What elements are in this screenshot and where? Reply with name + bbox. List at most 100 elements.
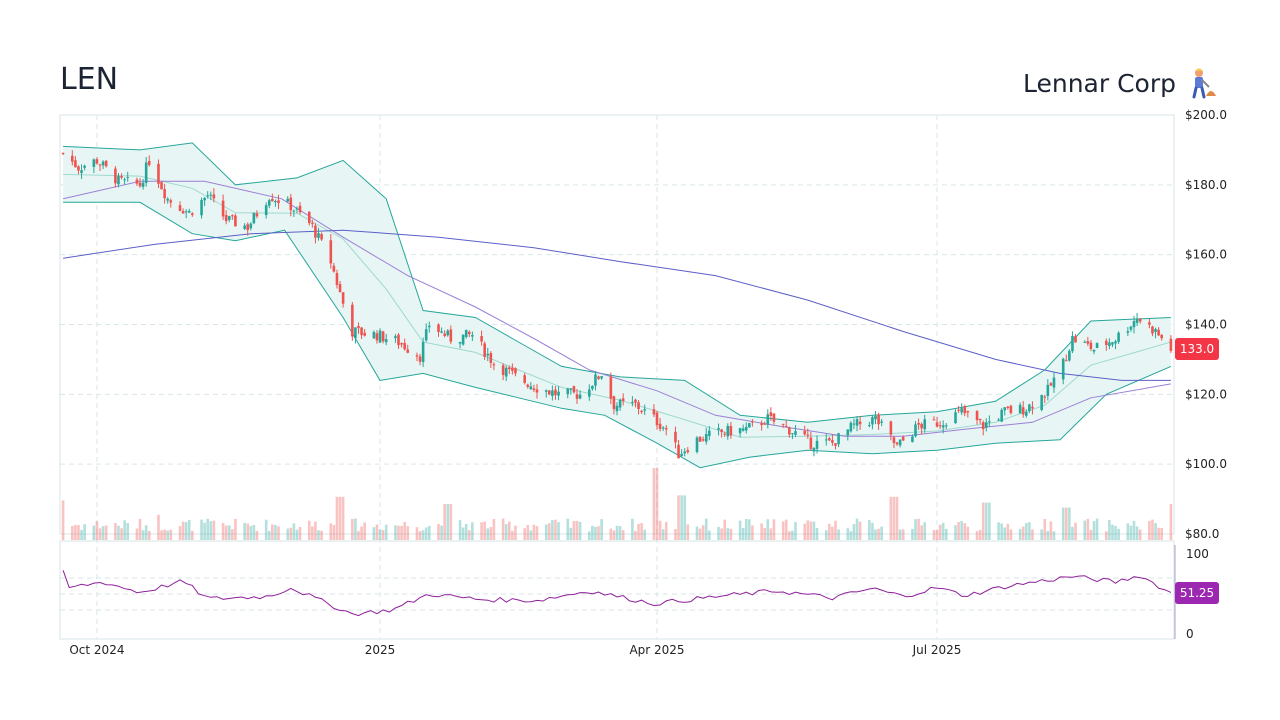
candle-body [772, 413, 776, 422]
candle-body [874, 415, 877, 420]
candle-body [191, 213, 194, 215]
volume-bar [600, 519, 603, 540]
volume-bar [643, 529, 646, 540]
volume-bar [547, 523, 551, 540]
volume-bar [914, 519, 917, 540]
candle-body [824, 439, 828, 441]
candle-body [292, 210, 296, 212]
candle-body [335, 272, 339, 285]
volume-bar [1003, 527, 1007, 540]
volume-bar [1083, 520, 1087, 540]
volume-bar [114, 522, 117, 540]
candle-body [575, 394, 579, 399]
volume-bar [135, 528, 139, 540]
volume-bar [917, 518, 920, 540]
candle-body [144, 162, 148, 183]
candle-body [978, 418, 982, 421]
volume-bar [763, 528, 767, 540]
volume-bar [532, 524, 536, 540]
candle-body [83, 165, 86, 168]
candle-body [868, 425, 871, 427]
candle-body [612, 396, 616, 410]
volume-bar [640, 523, 643, 540]
candle-body [178, 205, 182, 211]
candle-body [557, 391, 560, 396]
candle-body [332, 265, 336, 272]
candle-body [923, 419, 927, 430]
volume-bar [157, 514, 160, 540]
volume-bar [871, 522, 874, 540]
candle-body [984, 422, 988, 428]
candle-body [1061, 358, 1065, 380]
candle-body [828, 438, 831, 441]
candle-body [504, 367, 508, 377]
candle-body [935, 422, 939, 427]
volume-bar [794, 522, 797, 540]
volume-bar [1052, 531, 1056, 540]
price-tick-label: $200.0 [1185, 108, 1227, 122]
candle-body [1046, 384, 1050, 396]
volume-bar [812, 521, 816, 540]
volume-bar [868, 519, 871, 540]
volume-bar [212, 520, 216, 540]
candle-body [375, 333, 379, 341]
volume-bar [504, 524, 508, 540]
candle-body [307, 211, 311, 224]
volume-bar [748, 519, 751, 540]
candle-body [920, 423, 923, 429]
candle-body [166, 198, 170, 201]
candle-body [351, 304, 354, 337]
candle-body [381, 331, 385, 342]
volume-bar [1148, 520, 1151, 540]
volume-bar [941, 522, 945, 540]
volume-bar [683, 495, 687, 540]
volume-bar [187, 519, 191, 540]
volume-bar [655, 468, 659, 540]
volume-bar [717, 526, 720, 540]
candle-body [723, 433, 727, 435]
volume-bar [169, 529, 173, 540]
volume-bar [634, 531, 637, 540]
volume-bar [101, 526, 105, 540]
volume-bar [551, 520, 554, 540]
candle-body [532, 388, 536, 390]
candle-body [621, 398, 625, 402]
volume-bar [591, 525, 594, 540]
volume-bar [446, 504, 450, 540]
candle-body [507, 367, 511, 370]
volume-bar [1021, 526, 1025, 540]
price-tick-label: $100.0 [1185, 457, 1227, 471]
candle-body [1083, 341, 1087, 343]
volume-bar [415, 527, 419, 540]
volume-bar [852, 524, 856, 540]
candle-body [1104, 340, 1108, 346]
bollinger-band-fill [63, 142, 1171, 468]
volume-bar [332, 525, 336, 540]
volume-bar [246, 523, 250, 540]
candle-body [1169, 338, 1173, 351]
volume-bar [489, 526, 493, 540]
volume-bar [1000, 523, 1003, 540]
volume-bar [274, 524, 277, 540]
candle-body [212, 194, 216, 199]
candle-body [695, 437, 699, 453]
candle-body [677, 444, 680, 459]
time-tick-label: Oct 2024 [69, 643, 124, 657]
volume-bar [738, 520, 742, 540]
volume-bar [695, 526, 699, 540]
candle-body [123, 179, 126, 181]
volume-bars [61, 468, 1173, 540]
candle-body [760, 423, 763, 426]
candle-body [523, 375, 526, 383]
candle-body [421, 341, 425, 363]
candle-body [1049, 383, 1053, 386]
candle-body [147, 161, 151, 165]
volume-bar [424, 527, 428, 540]
candle-body [704, 433, 708, 442]
candle-body [184, 211, 188, 213]
candle-body [975, 411, 979, 421]
volume-bar [83, 524, 86, 540]
grid [59, 114, 1175, 640]
candle-body [354, 327, 357, 339]
volume-bar [578, 521, 582, 540]
